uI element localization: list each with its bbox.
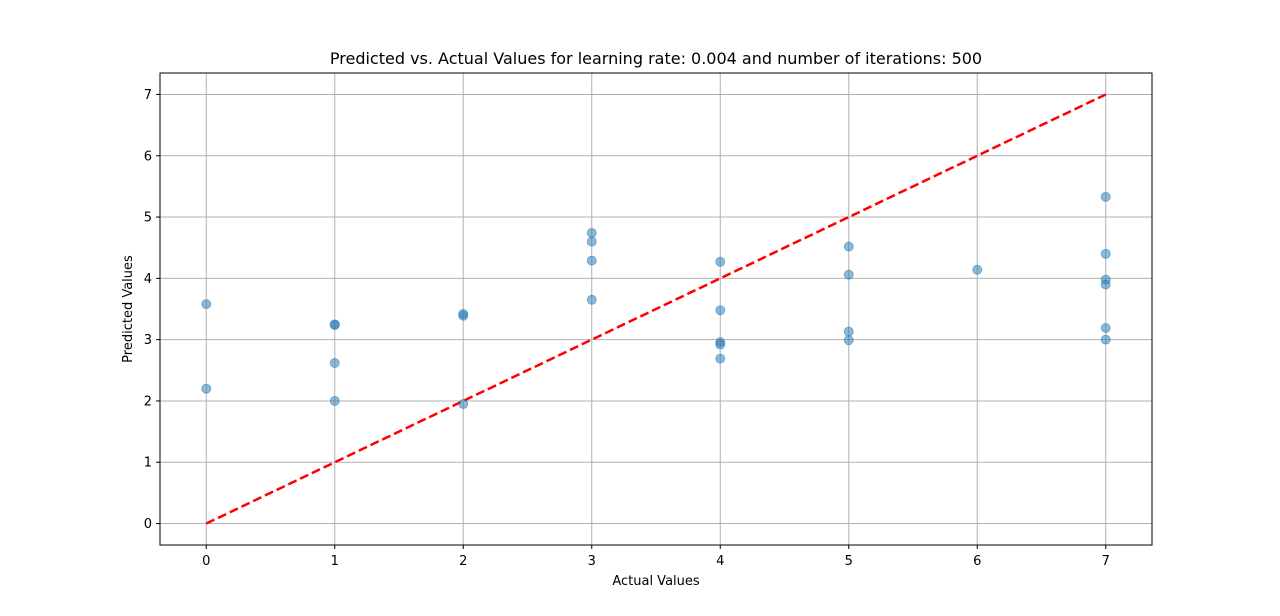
x-axis-ticks: 0 1 2 3 4 5 6 7	[202, 545, 1110, 569]
x-tick-label: 3	[588, 554, 596, 569]
data-point	[843, 326, 854, 337]
data-point	[586, 294, 597, 305]
data-point	[715, 256, 726, 267]
chart-title: Predicted vs. Actual Values for learning…	[330, 49, 982, 68]
y-tick-label: 7	[144, 88, 152, 103]
plot-frame	[159, 72, 1153, 546]
x-axis-label: Actual Values	[612, 574, 700, 589]
reference-line-layer	[205, 93, 1107, 525]
data-point	[715, 339, 726, 350]
data-point	[586, 255, 597, 266]
y-tick-label: 6	[144, 149, 152, 164]
y-axis-label: Predicted Values	[121, 255, 136, 363]
y-tick-label: 3	[144, 333, 152, 348]
y-tick-label: 0	[144, 517, 152, 532]
data-point	[1100, 323, 1111, 334]
data-point	[458, 399, 469, 410]
points-layer	[201, 191, 1111, 410]
data-point	[843, 241, 854, 252]
data-point	[715, 353, 726, 364]
x-tick-label: 4	[716, 554, 724, 569]
data-point	[586, 236, 597, 247]
y-tick-label: 5	[144, 211, 152, 226]
y-tick-label: 4	[144, 272, 152, 287]
grid-layer	[160, 73, 1152, 545]
y-axis-ticks: 0 1 2 3 4 5 6 7	[144, 88, 160, 532]
x-tick-label: 0	[202, 554, 210, 569]
data-point	[201, 383, 212, 394]
data-point	[1100, 191, 1111, 202]
x-tick-label: 2	[459, 554, 467, 569]
data-point	[1100, 248, 1111, 259]
x-tick-label: 7	[1102, 554, 1110, 569]
data-point	[329, 357, 340, 368]
y-tick-label: 1	[144, 456, 152, 471]
data-point	[1100, 279, 1111, 290]
data-point	[201, 299, 212, 310]
data-point	[843, 335, 854, 346]
data-point	[586, 227, 597, 238]
data-point	[329, 395, 340, 406]
data-point	[972, 264, 983, 275]
x-tick-label: 1	[331, 554, 339, 569]
data-point	[458, 310, 469, 321]
reference-line	[205, 93, 1107, 525]
x-tick-label: 5	[845, 554, 853, 569]
data-point	[843, 269, 854, 280]
x-tick-label: 6	[973, 554, 981, 569]
data-point	[715, 305, 726, 316]
y-tick-label: 2	[144, 394, 152, 409]
data-point	[329, 319, 340, 330]
data-point	[1100, 334, 1111, 345]
